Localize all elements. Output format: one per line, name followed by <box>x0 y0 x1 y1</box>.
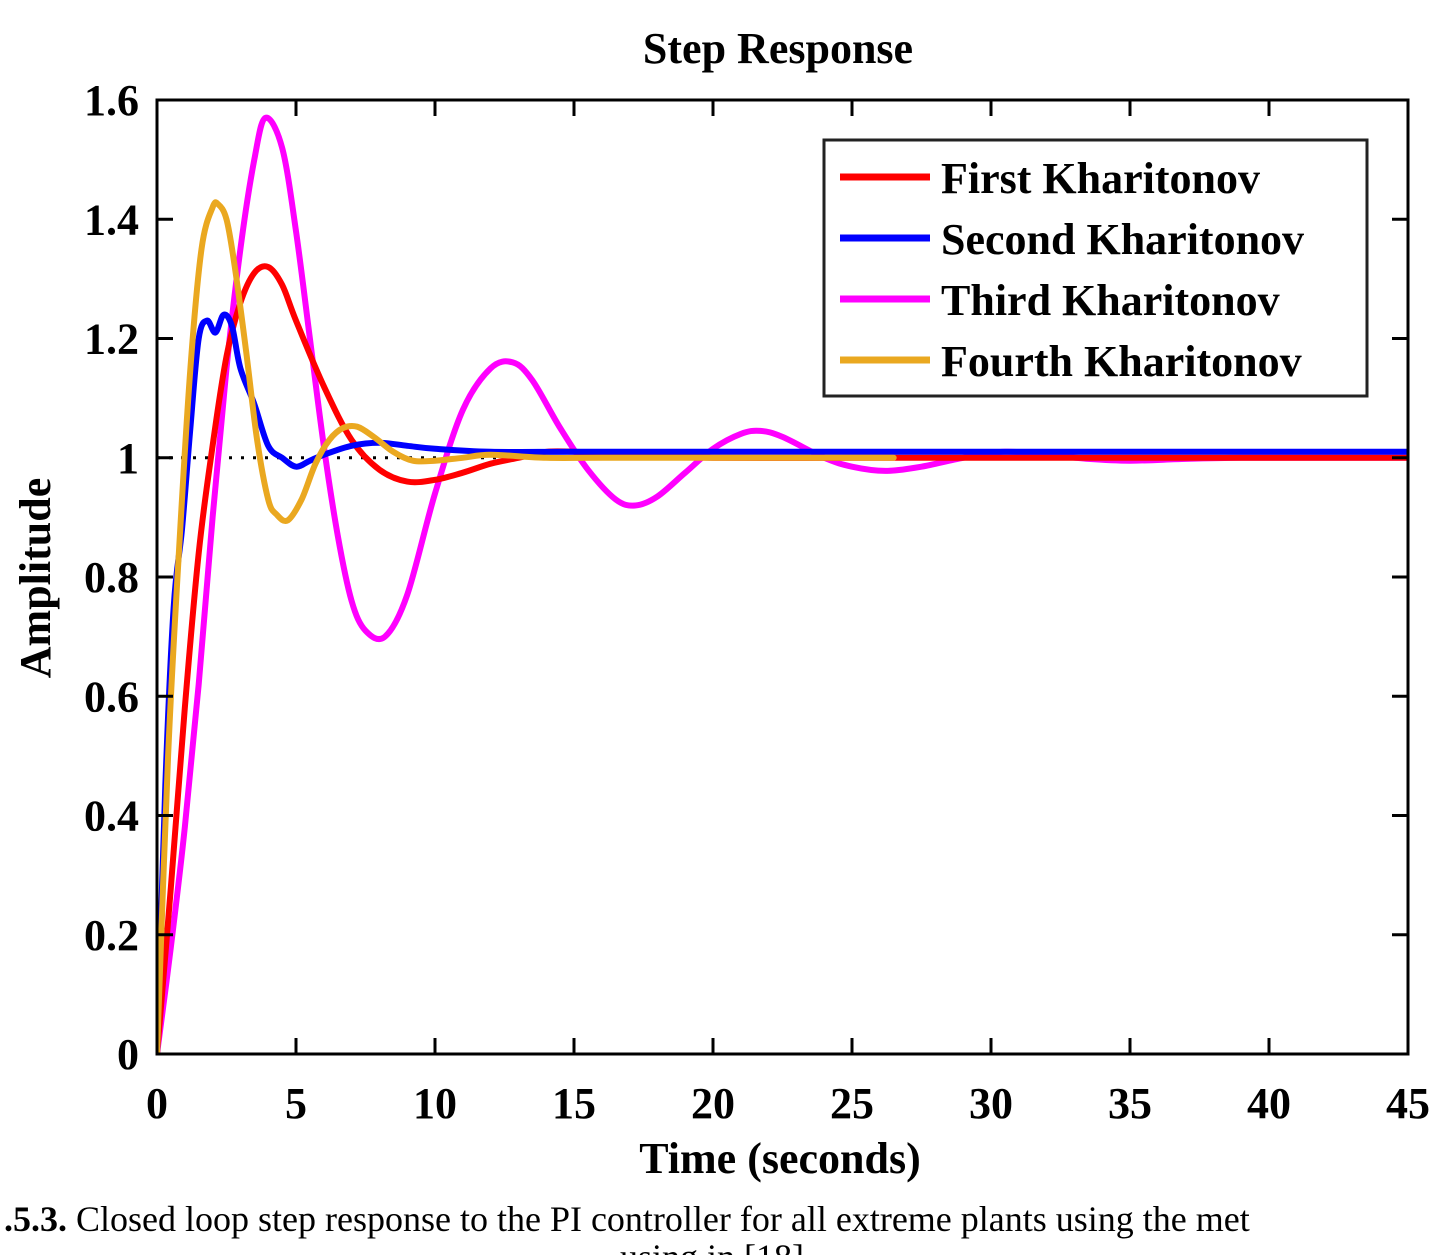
y-tick-label: 0.2 <box>84 911 139 960</box>
axes: 0 5 10 15 20 25 30 35 40 45 0 0.2 0.4 0.6 0.8 1 1.2 1.4 1.… <box>84 76 1430 1128</box>
x-tick-label: 0 <box>146 1079 168 1128</box>
y-tick-label: 0.6 <box>84 672 139 721</box>
legend-label: Third Kharitonov <box>941 276 1280 325</box>
x-tick-label: 10 <box>413 1079 457 1128</box>
y-tick-label: 0.8 <box>84 553 139 602</box>
figure-caption: .5.3. Closed loop step response to the P… <box>0 1196 1441 1255</box>
legend: First Kharitonov Second Kharitonov Third K… <box>822 138 1369 398</box>
series-line-fourth-kharitonov <box>157 199 897 1054</box>
x-tick-label: 30 <box>969 1079 1013 1128</box>
x-tick-label: 35 <box>1108 1079 1152 1128</box>
y-tick-label: 1 <box>117 434 139 483</box>
caption-figure-number: .5.3. <box>4 1199 67 1239</box>
y-tick-label: 0 <box>117 1030 139 1079</box>
y-axis-label: Amplitude <box>11 478 60 678</box>
x-tick-label: 15 <box>552 1079 596 1128</box>
plot-area <box>157 114 1408 1054</box>
x-tick-label: 5 <box>285 1079 307 1128</box>
x-axis-label: Time (seconds) <box>639 1134 921 1183</box>
x-tick-label: 25 <box>830 1079 874 1128</box>
y-tick-label: 0.4 <box>84 792 139 841</box>
legend-label: Fourth Kharitonov <box>941 337 1302 386</box>
chart-title: Step Response <box>643 24 913 73</box>
legend-label: First Kharitonov <box>941 154 1260 203</box>
x-tick-label: 45 <box>1386 1079 1430 1128</box>
x-tick-label: 20 <box>691 1079 735 1128</box>
y-tick-label: 1.6 <box>84 76 139 125</box>
legend-label: Second Kharitonov <box>941 215 1304 264</box>
series-line-second-kharitonov <box>157 311 1408 1054</box>
x-tick-label: 40 <box>1247 1079 1291 1128</box>
y-tick-label: 1.2 <box>84 315 139 364</box>
y-tick-label: 1.4 <box>84 195 139 244</box>
step-response-chart: Step Response 0 5 10 15 20 25 30 35 40 4500.20.40… <box>11 24 1430 1183</box>
legend-box <box>822 138 1369 398</box>
caption-text-line-2: using in [18] <box>620 1236 804 1255</box>
caption-text: Closed loop step response to the PI cont… <box>67 1199 1250 1239</box>
